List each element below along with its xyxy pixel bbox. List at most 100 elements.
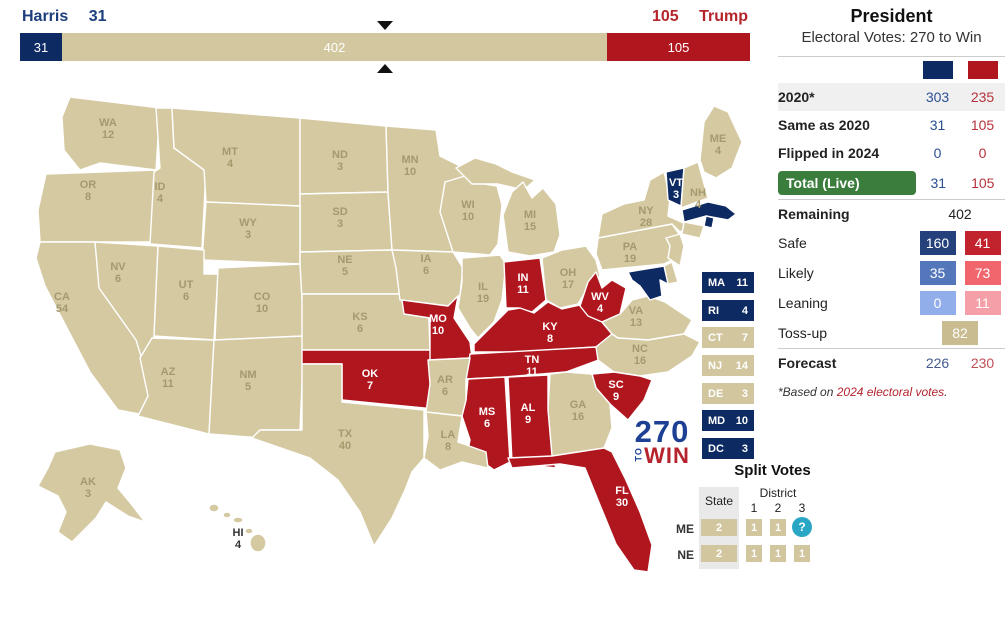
statebox-CT[interactable]: CT 7 (702, 327, 754, 348)
label-SD: SD 3 (332, 206, 347, 230)
label-MN: MN 10 (401, 154, 418, 178)
label-TX: TX 40 (338, 428, 353, 452)
label-AZ: AZ 11 (161, 366, 176, 390)
state-MI-upper[interactable] (455, 157, 536, 191)
statebox-MD[interactable]: MD 10 (702, 410, 754, 431)
label-AL: AL 9 (521, 402, 536, 426)
us-electoral-map: WA 12 OR 8 CA 54 NV 6 ID 4 MT 4 WY 3 UT 6 CO 10 A… (35, 96, 743, 573)
label-HI: HI 4 (233, 527, 244, 551)
total-live-badge: Total (Live) (778, 171, 916, 195)
NE-district-3[interactable]: 1 (794, 545, 810, 562)
row-total-live: Total (Live) 31 105 (778, 167, 1005, 200)
state-MD[interactable] (627, 265, 669, 301)
state-WV[interactable] (579, 271, 627, 323)
footnote: *Based on 2024 electoral votes. (778, 385, 948, 399)
harris-name: Harris (22, 8, 69, 25)
split-votes-district-col-2: 2 (774, 501, 782, 515)
split-votes-district-header: District (759, 486, 797, 500)
state-AZ[interactable] (137, 337, 215, 435)
NE-district-1[interactable]: 1 (746, 545, 762, 562)
state-IL[interactable] (457, 254, 507, 339)
state-MA[interactable] (681, 201, 737, 223)
state-FL[interactable] (507, 447, 653, 573)
state-TX[interactable] (251, 363, 425, 547)
leaning-rep-badge: 11 (964, 291, 1001, 315)
statebox-DE[interactable]: DE 3 (702, 383, 754, 404)
bar-segment-dem: 31 (20, 33, 62, 61)
label-SC: SC 9 (608, 379, 623, 403)
label-WA: WA 12 (99, 117, 117, 141)
state-OR[interactable] (37, 169, 157, 243)
threshold-marker-top-icon (377, 21, 393, 30)
label-NE: NE 5 (337, 254, 352, 278)
state-ME[interactable] (699, 105, 743, 179)
split-votes-row-ME: ME (676, 522, 694, 536)
forecast-dem: 226 (925, 355, 950, 371)
label-ID: ID 4 (155, 181, 166, 205)
label-AK: AK 3 (80, 476, 96, 500)
state-WA[interactable] (61, 96, 161, 171)
label-CO: CO 10 (254, 291, 271, 315)
statebox-NJ[interactable]: NJ 14 (702, 355, 754, 376)
label-IA: IA 6 (421, 253, 432, 277)
row-2020: 2020* 303 235 (778, 83, 1005, 111)
ME-district-2[interactable]: 1 (770, 519, 786, 536)
statebox-MA[interactable]: MA 11 (702, 272, 754, 293)
row-same-as-2020: Same as 2020 31 105 (778, 117, 995, 133)
state-MO[interactable] (401, 295, 473, 361)
label-TN: TN 11 (525, 354, 540, 378)
state-NJ[interactable] (665, 233, 685, 267)
row-forecast: Forecast 226 230 (778, 349, 1005, 377)
label-OK: OK 7 (362, 368, 379, 392)
ME-district-3-undecided[interactable]: ? (792, 517, 812, 537)
ME-district-1[interactable]: 1 (746, 519, 762, 536)
label-WI: WI 10 (461, 199, 474, 223)
dem-swatch-icon (922, 61, 953, 79)
label-NH: NH 4 (690, 187, 706, 211)
label-MO: MO 10 (429, 313, 447, 337)
label-IL: IL 19 (477, 281, 489, 305)
label-WV: WV 4 (591, 291, 609, 315)
safe-dem-badge: 160 (919, 231, 956, 255)
bar-segment-tossup: 402 (62, 33, 607, 61)
state-LA[interactable] (423, 411, 489, 471)
split-votes-row-NE: NE (677, 548, 694, 562)
label-KS: KS 6 (352, 311, 367, 335)
label-NY: NY 28 (638, 205, 654, 229)
state-RI[interactable] (703, 215, 715, 229)
state-CT[interactable] (681, 221, 705, 239)
label-LA: LA 8 (441, 429, 456, 453)
state-AK[interactable] (37, 443, 146, 543)
state-NM[interactable] (208, 335, 305, 439)
label-MS: MS 6 (479, 406, 496, 430)
state-HI[interactable] (208, 503, 267, 553)
label-PA: PA 19 (623, 241, 638, 265)
label-MI: MI 15 (524, 209, 536, 233)
label-OH: OH 17 (560, 267, 577, 291)
label-VT: VT 3 (669, 177, 683, 201)
NE-state-votes[interactable]: 2 (701, 545, 737, 562)
label-ME: ME 4 (710, 133, 727, 157)
ME-state-votes[interactable]: 2 (701, 519, 737, 536)
state-MI[interactable] (502, 181, 561, 257)
NE-district-2[interactable]: 1 (770, 545, 786, 562)
footnote-2024-votes-link[interactable]: 2024 electoral votes (836, 385, 945, 399)
trump-total: 105 Trump (652, 8, 748, 26)
state-NH[interactable] (680, 161, 709, 209)
label-VA: VA 13 (629, 305, 644, 329)
label-ND: ND 3 (332, 149, 348, 173)
party-swatch-header (778, 57, 1005, 83)
state-NC[interactable] (595, 333, 701, 377)
statebox-RI[interactable]: RI 4 (702, 300, 754, 321)
split-votes-district-col-1: 1 (750, 501, 758, 515)
label-NV: NV 6 (110, 261, 126, 285)
split-votes-state-header: State (704, 494, 734, 508)
state-AR[interactable] (425, 357, 471, 417)
state-SD[interactable] (299, 191, 393, 253)
label-NM: NM 5 (239, 369, 256, 393)
label-AR: AR 6 (437, 374, 453, 398)
label-CA: CA 54 (54, 291, 70, 315)
statebox-DC[interactable]: DC 3 (702, 438, 754, 459)
label-WY: WY 3 (239, 217, 257, 241)
